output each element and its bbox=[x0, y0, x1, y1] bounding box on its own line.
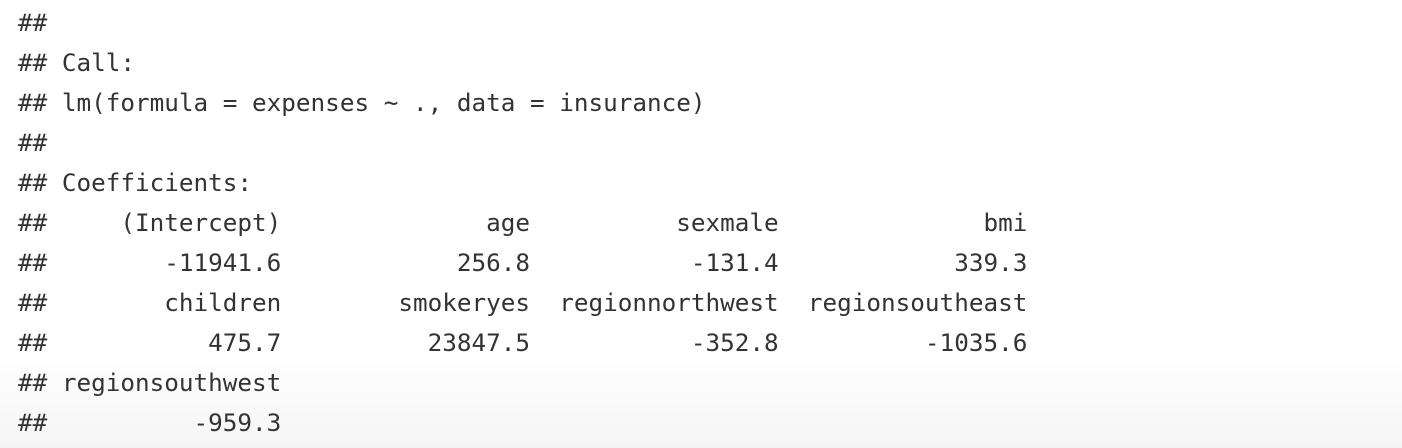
output-line-formula: ## lm(formula = expenses ~ ., data = ins… bbox=[18, 88, 706, 117]
coefficient-names-row: ## regionsouthwest bbox=[18, 368, 282, 397]
output-line-comment: ## bbox=[18, 128, 48, 157]
coefficient-names-row: ## (Intercept) age sexmale bmi bbox=[18, 208, 1028, 237]
output-line-comment: ## bbox=[18, 8, 48, 37]
coefficient-values-row: ## -959.3 bbox=[18, 408, 282, 437]
output-line-call-heading: ## Call: bbox=[18, 48, 136, 77]
coefficient-values-row: ## -11941.6 256.8 -131.4 339.3 bbox=[18, 248, 1028, 277]
coefficient-values-row: ## 475.7 23847.5 -352.8 -1035.6 bbox=[18, 328, 1028, 357]
coefficient-names-row: ## children smokeryes regionnorthwest re… bbox=[18, 288, 1028, 317]
output-line-coefficients-heading: ## Coefficients: bbox=[18, 168, 253, 197]
